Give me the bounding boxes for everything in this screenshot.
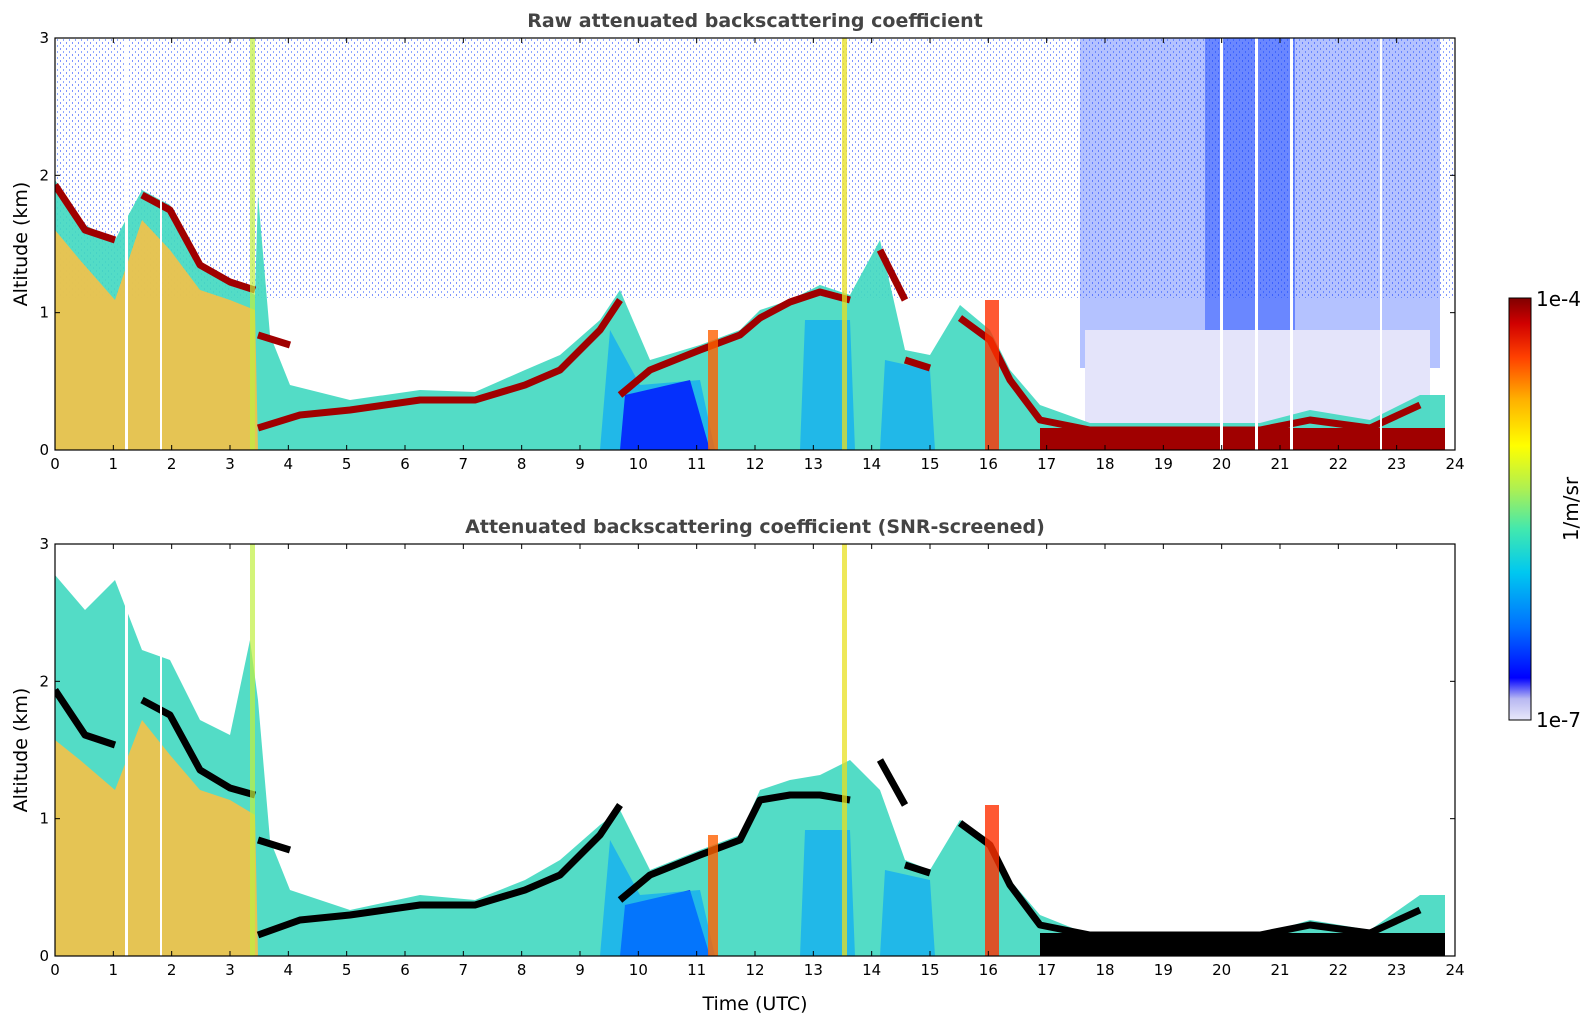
layer-top-line	[55, 688, 1422, 939]
x-tick-label: 4	[284, 455, 294, 473]
x-tick-label: 9	[575, 455, 585, 473]
x-tick-label: 18	[1095, 455, 1114, 473]
data-gaps	[125, 38, 1382, 450]
y-tick-label: 0	[39, 441, 49, 459]
x-tick-label: 10	[629, 961, 648, 979]
x-tick-label: 23	[1387, 455, 1406, 473]
panel-screened-title: Attenuated backscattering coefficient (S…	[465, 516, 1045, 538]
dense-low-layer	[55, 720, 258, 956]
colorbar-gradient	[1508, 297, 1532, 721]
panel-screened-xlabel: Time (UTC)	[701, 993, 807, 1015]
x-tick-label: 0	[50, 455, 60, 473]
boundary-layer-dense	[600, 830, 935, 956]
data-gaps	[125, 544, 162, 956]
spike	[250, 38, 255, 450]
x-tick-label: 16	[979, 961, 998, 979]
x-tick-label: 5	[342, 961, 352, 979]
panel-raw-title: Raw attenuated backscattering coefficien…	[527, 10, 983, 32]
spike	[250, 544, 255, 956]
noise-region-dense	[1205, 38, 1295, 368]
x-tick-label: 21	[1270, 961, 1289, 979]
y-tick-label: 0	[39, 947, 49, 965]
x-tick-label: 6	[400, 961, 410, 979]
x-tick-label: 8	[517, 961, 527, 979]
x-tick-label: 17	[1037, 961, 1056, 979]
colorbar-unit-label: 1/m/sr	[1559, 476, 1583, 541]
x-tick-label: 14	[862, 961, 881, 979]
x-tick-label: 11	[687, 455, 706, 473]
layer-top-line	[55, 183, 1422, 434]
x-tick-label: 9	[575, 961, 585, 979]
spike	[708, 835, 718, 956]
panel-raw-ylabel: Altitude (km)	[10, 182, 32, 307]
x-tick-label: 7	[459, 455, 469, 473]
x-tick-label: 2	[167, 455, 177, 473]
colorbar-min-label: 1e-7	[1536, 708, 1581, 732]
x-tick-label: 6	[400, 455, 410, 473]
dense-low-layer	[55, 220, 258, 450]
x-tick-label: 22	[1329, 455, 1348, 473]
x-tick-label: 21	[1270, 455, 1289, 473]
y-tick-label: 2	[39, 166, 49, 184]
x-tick-label: 12	[745, 961, 764, 979]
x-tick-label: 13	[804, 455, 823, 473]
x-tick-label: 4	[284, 961, 294, 979]
panel-raw-y-axis: 0 1 2 3	[39, 29, 1455, 459]
panel-raw: Raw attenuated backscattering coefficien…	[10, 10, 1465, 473]
colorbar-max-label: 1e-4	[1536, 287, 1581, 311]
x-tick-label: 0	[50, 961, 60, 979]
surface-layer	[1040, 428, 1445, 450]
x-tick-label: 3	[225, 455, 235, 473]
spike	[842, 544, 847, 956]
colorbar: 1e-4 1e-7 1/m/sr	[1508, 287, 1583, 732]
dense-plume	[985, 805, 999, 956]
x-tick-label: 1	[109, 455, 119, 473]
x-tick-label: 14	[862, 455, 881, 473]
x-tick-label: 18	[1095, 961, 1114, 979]
x-tick-label: 20	[1212, 961, 1231, 979]
x-tick-label: 22	[1329, 961, 1348, 979]
x-tick-label: 1	[109, 961, 119, 979]
x-tick-label: 12	[745, 455, 764, 473]
x-tick-label: 10	[629, 455, 648, 473]
x-tick-label: 24	[1445, 961, 1464, 979]
y-tick-label: 3	[39, 29, 49, 47]
x-tick-label: 15	[920, 961, 939, 979]
x-tick-label: 13	[804, 961, 823, 979]
x-tick-label: 2	[167, 961, 177, 979]
panel-raw-heatmap	[55, 38, 1455, 450]
x-tick-label: 15	[920, 455, 939, 473]
y-tick-label: 1	[39, 304, 49, 322]
x-tick-label: 7	[459, 961, 469, 979]
spike	[708, 330, 718, 450]
x-tick-label: 5	[342, 455, 352, 473]
panel-screened: Attenuated backscattering coefficient (S…	[10, 516, 1465, 1015]
x-tick-label: 19	[1154, 455, 1173, 473]
x-tick-label: 24	[1445, 455, 1464, 473]
panel-screened-y-axis: 0 1 2 3	[39, 535, 1455, 965]
x-tick-label: 3	[225, 961, 235, 979]
x-tick-label: 20	[1212, 455, 1231, 473]
surface-layer	[1040, 933, 1445, 956]
spike	[842, 38, 847, 450]
x-tick-label: 11	[687, 961, 706, 979]
panel-screened-heatmap	[55, 544, 1455, 956]
x-tick-label: 17	[1037, 455, 1056, 473]
x-tick-label: 8	[517, 455, 527, 473]
dense-plume	[985, 300, 999, 450]
blue-gap	[620, 380, 710, 450]
panel-screened-ylabel: Altitude (km)	[10, 688, 32, 813]
x-tick-label: 23	[1387, 961, 1406, 979]
x-tick-label: 19	[1154, 961, 1173, 979]
panel-screened-x-axis: 0 1 2 3 4 5 6 7 8 9 10 11 12 13 14 15 16 17 18 19 20 21 22 23 24	[50, 544, 1465, 979]
y-tick-label: 1	[39, 810, 49, 828]
panel-raw-x-axis: 0 1 2 3 4 5 6 7 8 9 10 11 12 13 14 15 16 17 18 19 20 21 22 23 24	[50, 38, 1465, 473]
x-tick-label: 16	[979, 455, 998, 473]
y-tick-label: 3	[39, 535, 49, 553]
y-tick-label: 2	[39, 672, 49, 690]
